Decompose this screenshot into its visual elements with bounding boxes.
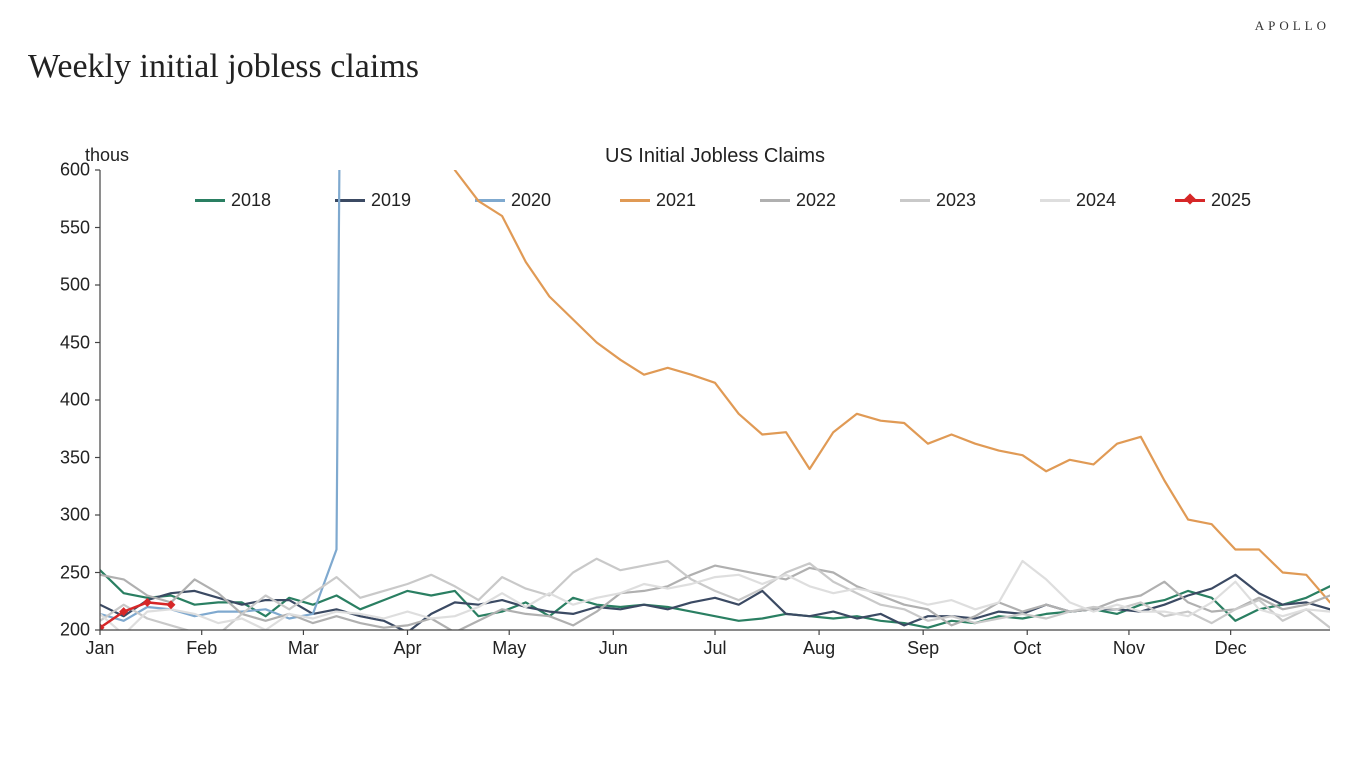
chart-axes bbox=[100, 170, 1330, 630]
series-line bbox=[100, 566, 1330, 633]
series-line bbox=[100, 570, 1330, 628]
chart-plot-area bbox=[0, 0, 1366, 768]
series-line bbox=[100, 559, 1330, 635]
series-line bbox=[100, 0, 1330, 621]
series-line bbox=[100, 0, 1366, 630]
